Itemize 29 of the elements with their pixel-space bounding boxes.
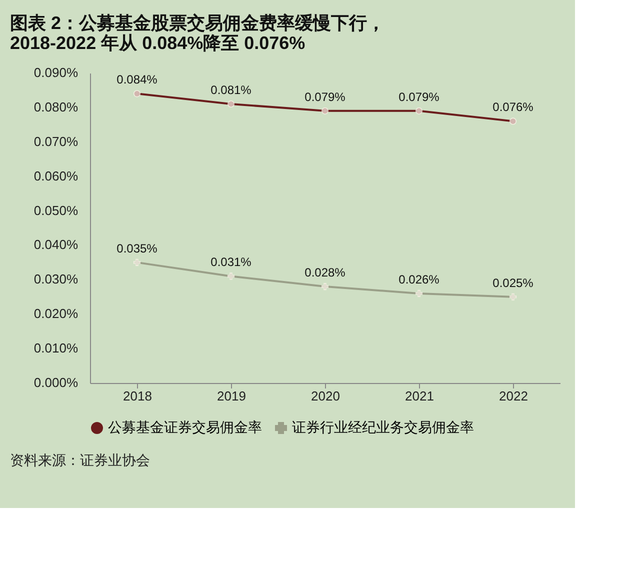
legend-label: 公募基金证券交易佣金率 [108, 419, 262, 435]
data-label: 0.079% [304, 90, 346, 104]
y-tick-label: 0.070% [34, 134, 78, 149]
y-tick-label: 0.000% [34, 375, 78, 390]
x-tick-label: 2021 [405, 388, 434, 404]
data-label: 0.025% [492, 276, 534, 290]
y-tick-label: 0.080% [34, 99, 78, 114]
data-label: 0.035% [116, 241, 158, 256]
y-tick-label: 0.020% [34, 306, 78, 322]
x-tick-label: 2022 [499, 388, 528, 404]
data-label: 0.076% [492, 100, 534, 114]
data-label: 0.081% [210, 83, 252, 97]
text: 资料来源：证券业协会 [10, 452, 150, 468]
x-tick-label: 2018 [123, 388, 152, 404]
y-tick-label: 0.030% [34, 272, 78, 287]
data-label: 0.079% [398, 90, 440, 104]
legend-label: 证券行业经纪业务交易佣金率 [292, 419, 474, 435]
chart-title: 图表 2：公募基金股票交易佣金费率缓慢下行， 2018-2022 年从 0.084%降至 0.076% [10, 13, 386, 53]
y-tick-label: 0.050% [34, 202, 78, 218]
data-label: 0.031% [210, 255, 252, 270]
y-tick-label: 0.090% [34, 65, 78, 80]
y-tick-label: 0.040% [34, 237, 78, 252]
x-tick-label: 2020 [311, 388, 340, 404]
y-tick-label: 0.010% [34, 340, 78, 356]
x-tick-label: 2019 [217, 388, 246, 404]
data-label: 0.084% [116, 72, 158, 87]
data-label: 0.028% [304, 266, 346, 280]
y-tick-label: 0.060% [34, 168, 78, 184]
data-label: 0.026% [398, 272, 440, 286]
